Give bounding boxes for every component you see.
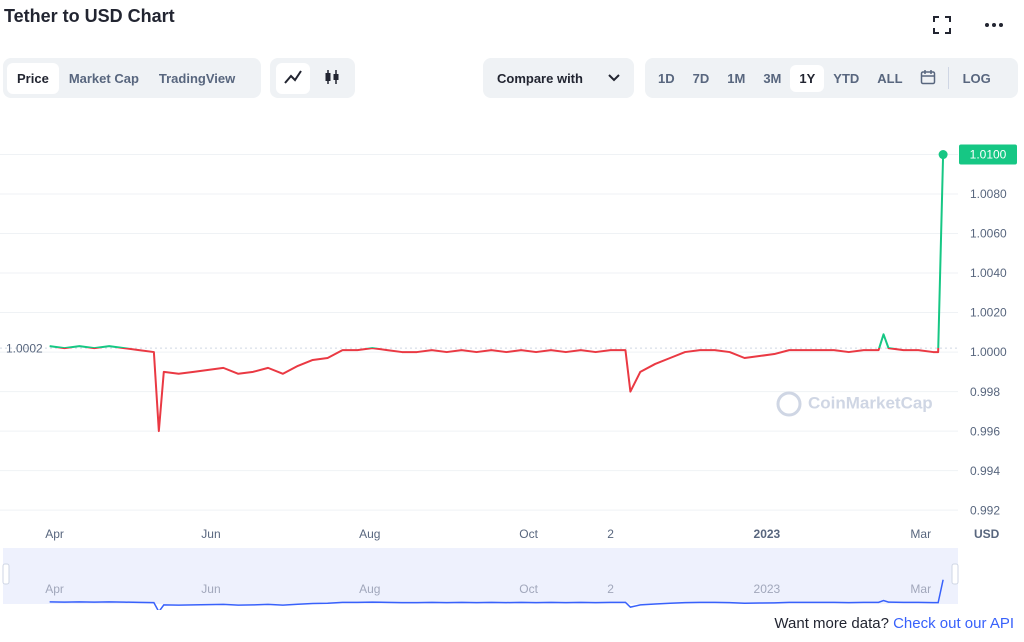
compare-label: Compare with xyxy=(497,70,583,86)
y-tick-label: 1.0020 xyxy=(970,306,1007,320)
y-tick-label: 1.0040 xyxy=(970,266,1007,280)
x-tick-label: 2023 xyxy=(754,527,781,541)
x-tick-label: Mar xyxy=(910,527,931,541)
range-button[interactable]: YTD xyxy=(833,70,860,86)
x-tick-label: Apr xyxy=(45,527,64,541)
watermark: CoinMarketCap xyxy=(808,393,933,412)
price-label-box xyxy=(959,144,1017,165)
y-tick-label: 0.992 xyxy=(970,503,1000,517)
navigator-handle xyxy=(951,563,959,585)
candle-button[interactable] xyxy=(315,63,349,94)
chart: 1.0100 1.0080 1.0060 1.0040 1.0020 1.0000 0.99… xyxy=(0,144,1017,610)
chevron-icon xyxy=(608,74,620,82)
navigator-bg xyxy=(3,548,958,604)
x-tick-label: 2 xyxy=(607,527,614,541)
tab[interactable]: Price xyxy=(7,62,59,94)
y-tick-label: 1.0060 xyxy=(970,227,1007,241)
tab[interactable]: Market Cap xyxy=(68,70,139,86)
navigator-tick-label: Mar xyxy=(910,582,931,596)
price-line xyxy=(49,154,945,433)
y-tick-label: 0.996 xyxy=(970,424,1000,438)
separator xyxy=(947,67,949,89)
range-group: 1D 7D 1M 3M 1Y YTD ALL LOG xyxy=(645,58,1018,98)
x-tick-label: Aug xyxy=(359,527,380,541)
range-button[interactable]: 1D xyxy=(658,70,675,86)
candle-icon xyxy=(325,69,339,84)
reference-label: 1.0002 xyxy=(6,341,43,355)
log-button[interactable]: LOG xyxy=(962,70,991,86)
api-link[interactable]: Check out our API xyxy=(893,615,1014,632)
footer-text: Want more data? xyxy=(774,615,889,632)
y-tick-label: 1.0080 xyxy=(970,187,1007,201)
watermark-logo xyxy=(776,391,802,417)
calendar-icon xyxy=(920,69,935,84)
y-tick-label: 1.0100 xyxy=(970,148,1007,162)
navigator-handle xyxy=(2,563,10,585)
navigator-tick-label: Oct xyxy=(519,582,538,596)
range-button[interactable]: ALL xyxy=(877,70,903,86)
footer: Want more data? Check out our API xyxy=(774,615,1014,632)
navigator-tick-label: Jun xyxy=(201,582,220,596)
line-icon xyxy=(284,69,303,84)
y-axis-label: USD xyxy=(974,527,1000,541)
navigator-tick-label: 2 xyxy=(607,582,614,596)
chart-type-group xyxy=(270,58,355,98)
navigator-tick-label: Aug xyxy=(359,582,380,596)
y-tick-label: 0.994 xyxy=(970,464,1000,478)
y-tick-label: 0.998 xyxy=(970,385,1000,399)
more-icon[interactable] xyxy=(984,15,1004,35)
chart-title: Tether to USD Chart xyxy=(4,6,175,26)
range-button[interactable]: 3M xyxy=(763,70,782,86)
x-tick-label: Jun xyxy=(201,527,220,541)
tab-group: Price Market Cap TradingView xyxy=(3,58,261,98)
last-point xyxy=(938,150,948,160)
x-tick-label: Oct xyxy=(519,527,538,541)
range-button[interactable]: 7D xyxy=(692,70,710,86)
navigator-line xyxy=(49,579,944,610)
line-button[interactable] xyxy=(276,62,311,94)
y-tick-label: 1.0000 xyxy=(970,345,1007,359)
compare-dropdown[interactable]: Compare with xyxy=(483,58,634,98)
range-button[interactable]: 1M xyxy=(727,70,746,86)
range-button[interactable]: 1Y xyxy=(790,64,825,92)
fullscreen-icon[interactable] xyxy=(932,15,952,35)
navigator-tick-label: 2023 xyxy=(754,582,781,596)
calendar-button[interactable] xyxy=(912,63,944,94)
navigator-tick-label: Apr xyxy=(45,582,64,596)
tab[interactable]: TradingView xyxy=(158,70,236,86)
